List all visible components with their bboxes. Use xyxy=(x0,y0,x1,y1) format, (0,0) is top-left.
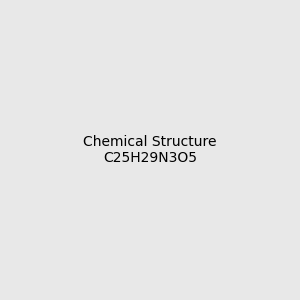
Text: Chemical Structure
C25H29N3O5: Chemical Structure C25H29N3O5 xyxy=(83,135,217,165)
